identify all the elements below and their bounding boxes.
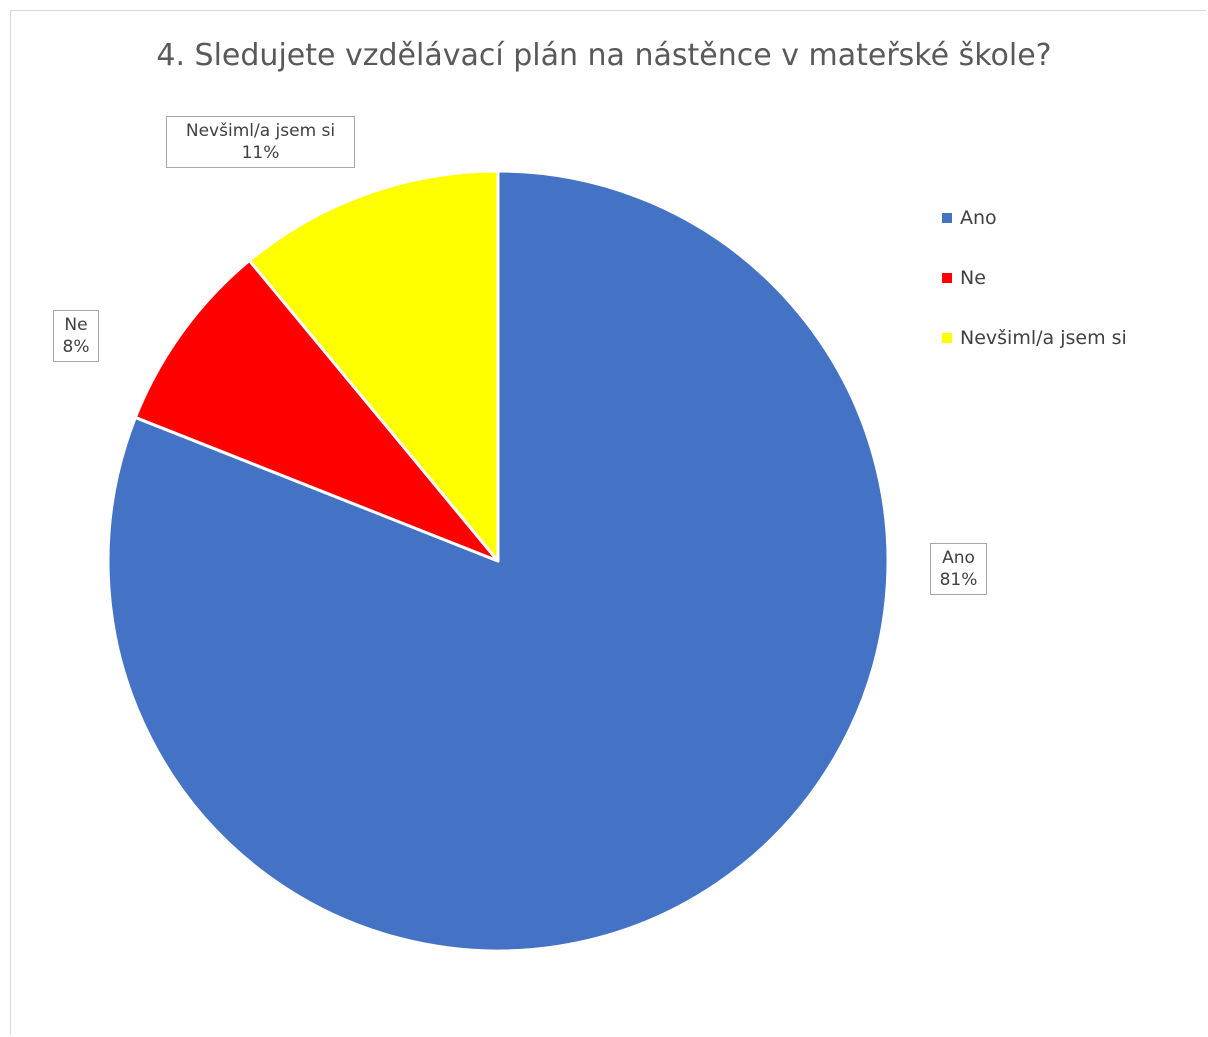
data-label-ano-name: Ano (942, 548, 975, 568)
legend: Ano Ne Nevšiml/a jsem si (942, 203, 1127, 383)
legend-item-nevsiml: Nevšiml/a jsem si (942, 323, 1127, 353)
data-label-nevsiml-name: Nevšiml/a jsem si (185, 121, 336, 141)
legend-label-nevsiml: Nevšiml/a jsem si (960, 327, 1127, 349)
pie-slice-ne (133, 259, 500, 563)
pie-slice-ano (106, 169, 890, 953)
pie-slice-nevsiml (247, 169, 500, 563)
chart-title: 4. Sledujete vzdělávací plán na nástěnce… (156, 38, 1052, 73)
data-label-ne-name: Ne (64, 315, 88, 335)
legend-swatch-nevsiml (942, 333, 952, 343)
data-label-nevsiml-value: 11% (241, 143, 280, 163)
data-label-nevsiml: Nevšiml/a jsem si 11% (166, 116, 355, 168)
chart-area (10, 10, 1206, 1035)
legend-swatch-ne (942, 273, 952, 283)
legend-swatch-ano (942, 213, 952, 223)
legend-item-ano: Ano (942, 203, 1127, 233)
legend-item-ne: Ne (942, 263, 1127, 293)
data-label-ano-value: 81% (939, 570, 978, 590)
data-label-ne-value: 8% (62, 337, 90, 357)
legend-label-ne: Ne (960, 267, 986, 289)
data-label-ne: Ne 8% (53, 310, 99, 362)
legend-label-ano: Ano (960, 207, 997, 229)
data-label-ano: Ano 81% (930, 543, 987, 595)
